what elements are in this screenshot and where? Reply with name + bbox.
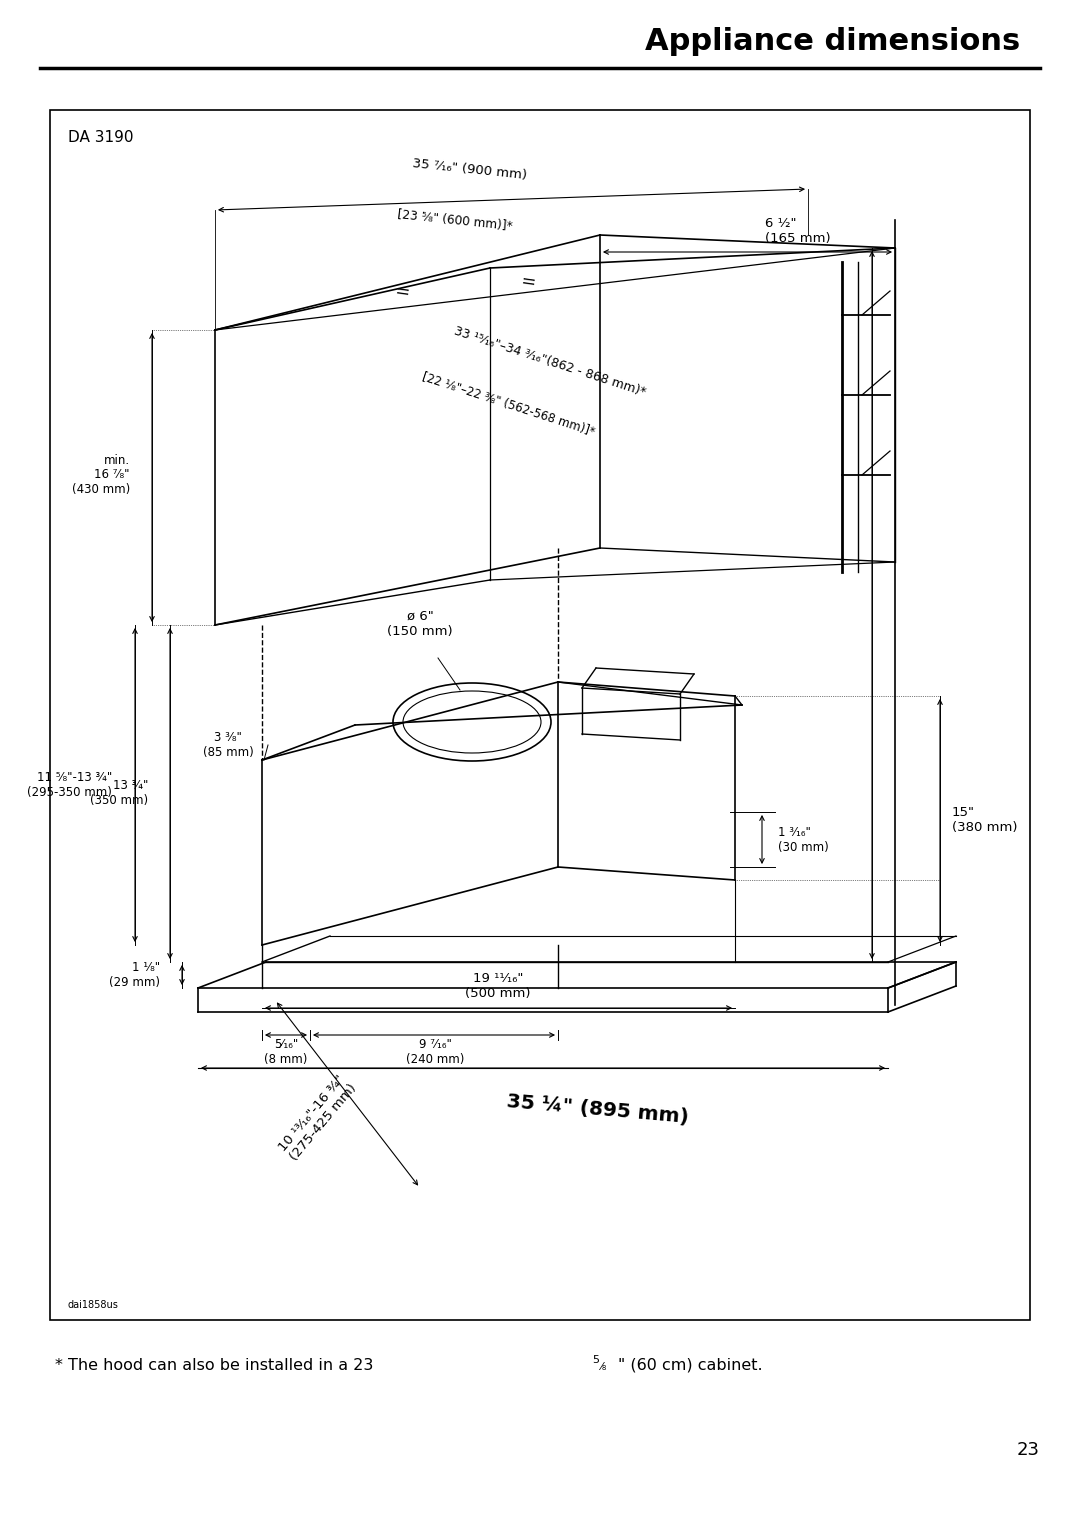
Text: " (60 cm) cabinet.: " (60 cm) cabinet. [618, 1358, 762, 1373]
Text: 23: 23 [1017, 1440, 1040, 1459]
Text: 35 ⁷⁄₁₆" (900 mm): 35 ⁷⁄₁₆" (900 mm) [413, 157, 528, 182]
Bar [50, 110, 1030, 1320]
Text: 5⁄₁₆"
(8 mm): 5⁄₁₆" (8 mm) [265, 1038, 308, 1066]
Text: min.
16 ⁷⁄₈"
(430 mm): min. 16 ⁷⁄₈" (430 mm) [71, 454, 130, 497]
Text: =: = [393, 281, 410, 301]
Text: 19 ¹¹⁄₁₆"
(500 mm): 19 ¹¹⁄₁₆" (500 mm) [465, 972, 530, 1000]
Text: 11 ⁵⁄₈"-13 ¾"
(295-350 mm): 11 ⁵⁄₈"-13 ¾" (295-350 mm) [27, 771, 112, 800]
Text: DA 3190: DA 3190 [68, 130, 134, 145]
Text: =: = [519, 272, 537, 292]
Text: 6 ½"
(165 mm): 6 ½" (165 mm) [765, 217, 831, 245]
Text: [23 ⁵⁄₈" (600 mm)]*: [23 ⁵⁄₈" (600 mm)]* [396, 208, 513, 232]
Text: ø 6"
(150 mm): ø 6" (150 mm) [388, 610, 453, 638]
Text: [22 ¹⁄₈"–22 ³⁄₈" (562-568 mm)]*: [22 ¹⁄₈"–22 ³⁄₈" (562-568 mm)]* [420, 372, 596, 439]
Text: Appliance dimensions: Appliance dimensions [645, 28, 1020, 57]
Text: ⁄₈: ⁄₈ [600, 1362, 606, 1372]
Text: 5: 5 [592, 1355, 599, 1365]
Text: 33 ¹⁵⁄₁₆"–34 ³⁄₁₆"(862 - 868 mm)*: 33 ¹⁵⁄₁₆"–34 ³⁄₁₆"(862 - 868 mm)* [453, 324, 647, 399]
Text: dai1858us: dai1858us [68, 1300, 119, 1310]
Text: 10 ¹³⁄₁₆"-16 ¾"
(275-425 mm): 10 ¹³⁄₁₆"-16 ¾" (275-425 mm) [276, 1072, 360, 1164]
Text: 3 ³⁄₈"
(85 mm): 3 ³⁄₈" (85 mm) [203, 731, 254, 758]
Text: * The hood can also be installed in a 23: * The hood can also be installed in a 23 [55, 1358, 378, 1373]
Text: 1 ¹⁄₈"
(29 mm): 1 ¹⁄₈" (29 mm) [109, 962, 160, 989]
Text: 15"
(380 mm): 15" (380 mm) [951, 806, 1017, 833]
Text: 9 ⁷⁄₁₆"
(240 mm): 9 ⁷⁄₁₆" (240 mm) [406, 1038, 464, 1066]
Text: 35 ¼" (895 mm): 35 ¼" (895 mm) [507, 1092, 690, 1127]
Text: 13 ¾"
(350 mm): 13 ¾" (350 mm) [90, 778, 148, 807]
Text: 1 ³⁄₁₆"
(30 mm): 1 ³⁄₁₆" (30 mm) [778, 826, 828, 855]
